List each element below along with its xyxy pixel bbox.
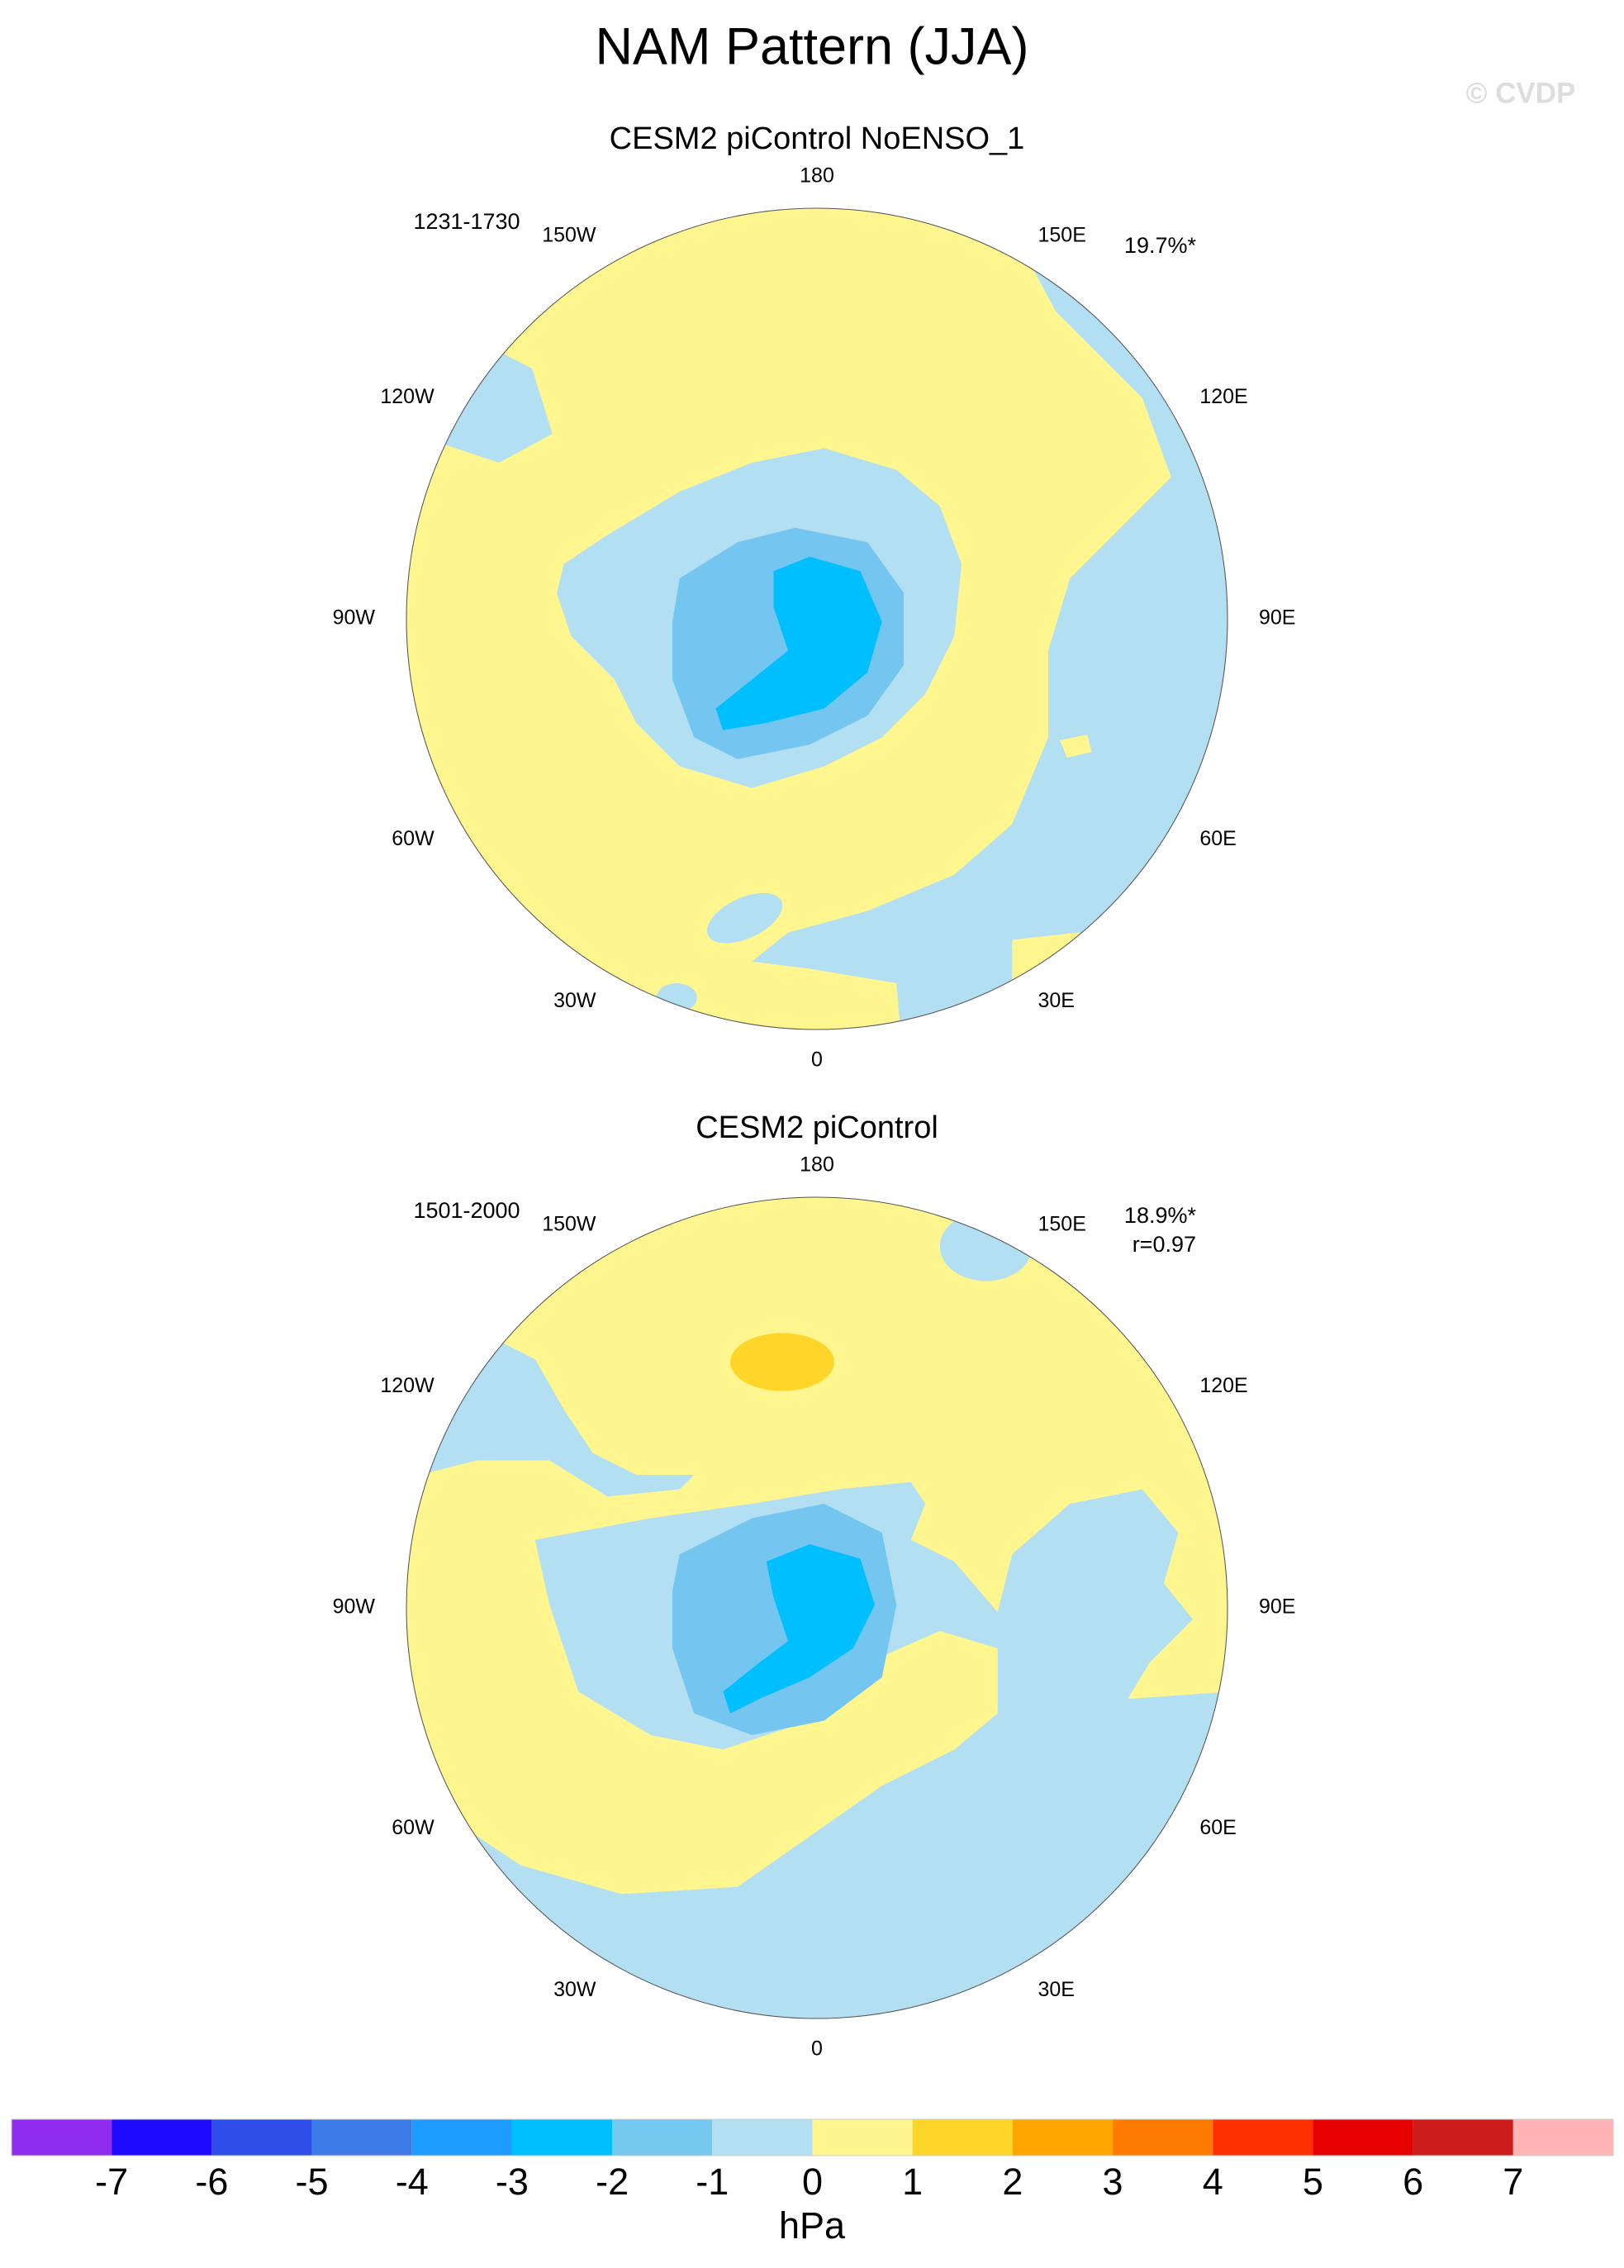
- colorbar-tick-label: -4: [396, 2161, 429, 2203]
- longitude-label: 90W: [333, 606, 376, 630]
- contour-region: [715, 556, 882, 730]
- colorbar-tick-label: 4: [1203, 2161, 1223, 2203]
- contour-region: [1060, 735, 1092, 758]
- stat-label: r=0.97: [1133, 1232, 1196, 1257]
- colorbar-box: [311, 2119, 412, 2156]
- colorbar-box: [211, 2119, 312, 2156]
- colorbar-box: [12, 2119, 112, 2156]
- panel-title: CESM2 piControl: [696, 1110, 938, 1145]
- colorbar-tick-label: 3: [1103, 2161, 1123, 2203]
- contour-region: [723, 1544, 875, 1714]
- longitude-label: 180: [800, 1153, 834, 1177]
- longitude-label: 120E: [1199, 1374, 1247, 1397]
- stat-label: 18.9%*: [1124, 1203, 1197, 1228]
- colorbar-box: [112, 2119, 212, 2156]
- colorbar-box: [1213, 2119, 1313, 2156]
- longitude-label: 150E: [1038, 1212, 1086, 1235]
- colorbar-border: [11, 2118, 1614, 2156]
- longitude-label: 60W: [392, 827, 434, 850]
- colorbar-units: hPa: [779, 2204, 846, 2247]
- longitude-label: 150W: [542, 1212, 596, 1235]
- colorbar-tick-label: -5: [296, 2161, 329, 2203]
- colorbar-tick-label: -7: [95, 2161, 128, 2203]
- contour-region: [730, 1333, 834, 1391]
- colorbar-box: [812, 2119, 913, 2156]
- colorbar-tick-label: 2: [1002, 2161, 1023, 2203]
- period-label: 1231-1730: [413, 209, 520, 234]
- map-border: [406, 1196, 1228, 2019]
- colorbar-box: [612, 2119, 713, 2156]
- colorbar-tick-label: -3: [496, 2161, 529, 2203]
- colorbar-tick-label: 5: [1303, 2161, 1323, 2203]
- colorbar-tick-label: 7: [1503, 2161, 1523, 2203]
- colorbar-tick-label: -2: [596, 2161, 629, 2203]
- period-label: 1501-2000: [413, 1198, 520, 1223]
- watermark: © CVDP: [1466, 77, 1576, 109]
- colorbar-box: [912, 2119, 1013, 2156]
- colorbar-tick-label: -6: [195, 2161, 228, 2203]
- colorbar-tick-label: -1: [696, 2161, 729, 2203]
- longitude-label: 120E: [1199, 385, 1247, 408]
- colorbar-box: [712, 2119, 813, 2156]
- colorbar-box: [1512, 2119, 1613, 2156]
- colorbar-tick-label: 1: [902, 2161, 923, 2203]
- longitude-label: 0: [811, 2037, 823, 2061]
- longitude-label: 150E: [1038, 223, 1086, 246]
- panel-title: CESM2 piControl NoENSO_1: [610, 121, 1025, 156]
- colorbar-box: [511, 2119, 613, 2156]
- longitude-label: 30E: [1038, 1978, 1075, 2001]
- longitude-label: 30W: [553, 989, 596, 1012]
- map-panel: [406, 1196, 1228, 2019]
- map-border: [406, 207, 1228, 1030]
- colorbar-tick-label: 6: [1403, 2161, 1423, 2203]
- longitude-label: 60E: [1199, 827, 1236, 850]
- longitude-label: 180: [800, 164, 834, 188]
- longitude-label: 120W: [380, 385, 434, 408]
- colorbar-box: [411, 2119, 512, 2156]
- longitude-label: 90E: [1259, 606, 1295, 630]
- longitude-label: 90W: [333, 1595, 376, 1619]
- contour-region: [656, 983, 697, 1012]
- stat-label: 19.7%*: [1124, 233, 1197, 258]
- figure-title: NAM Pattern (JJA): [595, 18, 1028, 76]
- map-panel: [406, 207, 1228, 1030]
- colorbar-tick-label: 0: [802, 2161, 823, 2203]
- longitude-label: 60W: [392, 1816, 434, 1839]
- longitude-label: 150W: [542, 223, 596, 246]
- longitude-label: 30W: [553, 1978, 596, 2001]
- longitude-label: 30E: [1038, 989, 1075, 1012]
- longitude-label: 0: [811, 1048, 823, 1072]
- colorbar-box: [1313, 2119, 1413, 2156]
- longitude-label: 60E: [1199, 1816, 1236, 1839]
- colorbar-box: [1113, 2119, 1213, 2156]
- colorbar-box: [1012, 2119, 1114, 2156]
- contour-region: [939, 1211, 1033, 1281]
- contour-region: [706, 892, 783, 944]
- longitude-label: 120W: [380, 1374, 434, 1397]
- longitude-label: 90E: [1259, 1595, 1295, 1619]
- colorbar-box: [1413, 2119, 1513, 2156]
